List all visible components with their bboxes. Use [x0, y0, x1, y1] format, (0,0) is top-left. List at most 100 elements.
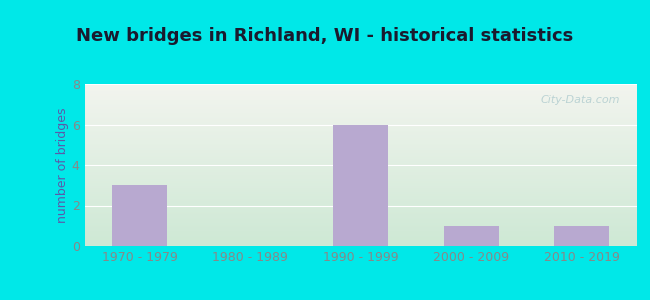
Bar	[84, 111, 637, 112]
Bar	[84, 157, 637, 158]
Y-axis label: number of bridges: number of bridges	[56, 107, 69, 223]
Bar	[84, 205, 637, 206]
Bar	[84, 126, 637, 127]
Bar	[84, 243, 637, 244]
Bar	[84, 88, 637, 89]
Bar	[84, 150, 637, 151]
Bar	[84, 159, 637, 160]
Bar	[84, 107, 637, 108]
Bar	[84, 201, 637, 202]
Bar	[84, 124, 637, 125]
Bar	[84, 206, 637, 207]
Bar	[84, 93, 637, 94]
Bar	[84, 210, 637, 211]
Bar	[84, 102, 637, 103]
Bar	[84, 142, 637, 143]
Bar	[112, 185, 168, 246]
Bar	[84, 95, 637, 96]
Bar	[84, 203, 637, 204]
Bar	[84, 106, 637, 107]
Bar	[84, 198, 637, 199]
Bar	[84, 236, 637, 237]
Bar	[84, 168, 637, 169]
Bar	[84, 219, 637, 220]
Bar	[84, 116, 637, 117]
Bar	[84, 242, 637, 243]
Bar	[84, 164, 637, 165]
Bar	[84, 152, 637, 153]
Bar	[84, 105, 637, 106]
Bar	[84, 94, 637, 95]
Bar	[84, 90, 637, 91]
Bar	[84, 87, 637, 88]
Bar	[84, 228, 637, 229]
Bar	[84, 97, 637, 98]
Bar	[84, 154, 637, 155]
Bar	[84, 233, 637, 234]
Bar	[84, 133, 637, 134]
Bar	[84, 140, 637, 141]
Bar	[84, 180, 637, 181]
Bar	[84, 227, 637, 228]
Bar	[84, 238, 637, 239]
Bar	[84, 230, 637, 231]
Bar	[84, 89, 637, 90]
Bar	[84, 169, 637, 170]
Bar	[84, 186, 637, 187]
Bar	[84, 188, 637, 189]
Bar	[84, 98, 637, 99]
Bar	[84, 113, 637, 114]
Bar	[84, 225, 637, 226]
Bar	[84, 185, 637, 186]
Bar	[84, 123, 637, 124]
Bar	[84, 223, 637, 224]
Bar	[84, 141, 637, 142]
Bar	[84, 182, 637, 183]
Bar	[84, 132, 637, 133]
Bar	[84, 229, 637, 230]
Bar	[84, 137, 637, 138]
Bar	[84, 239, 637, 240]
Bar	[84, 197, 637, 198]
Bar	[84, 121, 637, 122]
Bar	[84, 145, 637, 146]
Bar	[84, 134, 637, 135]
Bar	[84, 128, 637, 129]
Bar	[84, 96, 637, 97]
Bar	[84, 103, 637, 104]
Bar	[84, 156, 637, 157]
Bar	[84, 220, 637, 221]
Bar	[443, 226, 499, 246]
Bar	[84, 161, 637, 162]
Bar	[84, 183, 637, 184]
Bar	[84, 176, 637, 177]
Bar	[84, 149, 637, 150]
Bar	[84, 143, 637, 144]
Bar	[84, 146, 637, 147]
Bar	[84, 209, 637, 210]
Bar	[84, 213, 637, 214]
Bar	[84, 190, 637, 191]
Bar	[84, 101, 637, 102]
Bar	[84, 151, 637, 152]
Bar	[84, 191, 637, 192]
Bar	[84, 179, 637, 180]
Bar	[84, 117, 637, 118]
Bar	[84, 184, 637, 185]
Bar	[84, 217, 637, 218]
Bar	[84, 131, 637, 132]
Bar	[84, 244, 637, 245]
Bar	[84, 139, 637, 140]
Bar	[84, 148, 637, 149]
Bar	[84, 129, 637, 130]
Bar	[84, 155, 637, 156]
Bar	[84, 172, 637, 173]
Bar	[84, 99, 637, 100]
Bar	[84, 115, 637, 116]
Bar	[84, 112, 637, 113]
Bar	[84, 192, 637, 193]
Bar	[84, 237, 637, 238]
Bar	[84, 234, 637, 235]
Bar	[84, 226, 637, 227]
Bar	[84, 232, 637, 233]
